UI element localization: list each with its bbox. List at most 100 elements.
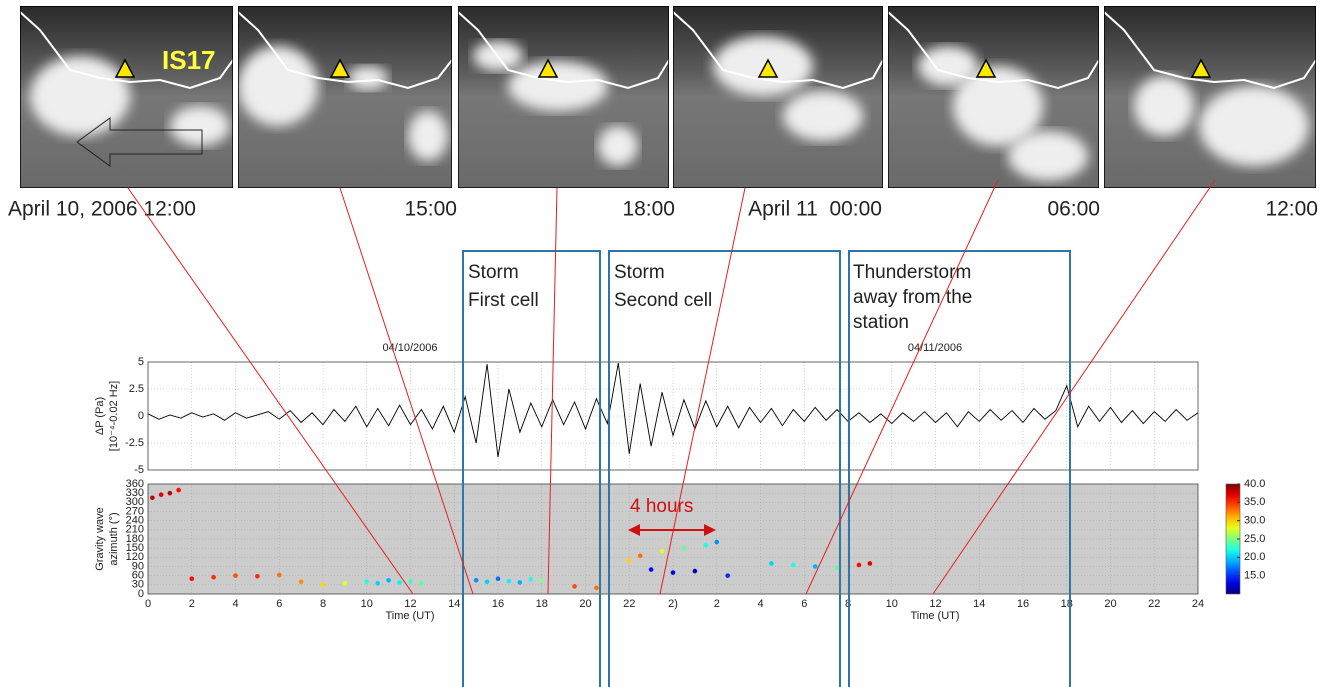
x-tick-label: 8: [320, 598, 326, 610]
y-tick-label: 120: [126, 551, 144, 563]
x-tick-label: 16: [492, 598, 504, 610]
y-tick-label: 180: [126, 533, 144, 545]
cloud: [408, 111, 448, 161]
annotation: Thunderstorm: [853, 262, 971, 283]
y-tick-label: 150: [126, 542, 144, 554]
cloud: [170, 106, 230, 146]
y-tick-label: -5: [134, 464, 144, 476]
point: [386, 577, 391, 583]
x-tick-label: 18: [1061, 598, 1073, 610]
cloud: [953, 66, 1043, 146]
y-tick-label: -2.5: [125, 437, 144, 449]
panel-label: 15:00: [404, 198, 457, 221]
cloud: [598, 126, 638, 166]
station-marker: [329, 58, 351, 78]
y-tick-label: 60: [132, 570, 144, 582]
point: [364, 579, 370, 585]
point: [791, 562, 796, 568]
point: [495, 576, 501, 582]
x-tick-label: 18: [536, 598, 548, 610]
point: [150, 495, 155, 501]
point: [681, 545, 687, 551]
point: [659, 548, 665, 554]
station-marker: [757, 58, 779, 78]
point: [506, 578, 512, 584]
point: [812, 564, 818, 569]
cloud: [238, 46, 318, 126]
annotation: away from the: [853, 287, 972, 308]
point: [298, 579, 304, 585]
colorbar-label: 30.0: [1244, 515, 1265, 527]
point: [167, 490, 173, 496]
cloud: [1134, 76, 1194, 136]
coastline: [458, 11, 669, 90]
panel-label: April 10, 2006 12:00: [8, 198, 196, 221]
x-tick-label: 20: [1104, 598, 1116, 610]
y-axis-label: ΔP (Pa): [94, 397, 106, 435]
satellite-image: [238, 6, 452, 188]
x-axis-label: Time (UT): [385, 610, 434, 622]
annotation: station: [853, 312, 909, 333]
date-label: 04/10/2006: [382, 342, 437, 354]
x-tick-label: 14: [448, 598, 460, 610]
x-tick-label: 2: [189, 598, 195, 610]
coastline: [238, 11, 452, 90]
y-tick-label: 210: [126, 524, 144, 536]
y-tick-label: 300: [126, 496, 144, 508]
x-tick-label: 0: [145, 598, 151, 610]
duration-label: 4 hours: [630, 496, 693, 517]
satellite-image: [1104, 6, 1316, 188]
point: [375, 581, 380, 586]
panel-label: 06:00: [1047, 198, 1100, 221]
colorbar-label: 40.0: [1244, 478, 1265, 490]
station-marker: [537, 58, 559, 78]
plots: -5 -2.5 0 2.5 5 ΔP (Pa) [10⁻⁴-0.02 Hz] 04/10/20…: [94, 342, 1266, 622]
y-tick-label: 330: [126, 487, 144, 499]
panel-label: 12:00: [1265, 198, 1318, 221]
y-tick-label: 270: [126, 505, 144, 517]
colorbar-label: 15.0: [1244, 570, 1265, 582]
duration-arrow: [628, 524, 716, 536]
x-tick-label: 12: [404, 598, 416, 610]
coastline: [1104, 11, 1316, 90]
storm-boxes: [462, 250, 1071, 687]
annotation: Storm: [468, 262, 519, 283]
coastline: [20, 11, 233, 90]
y-tick-label: 0: [138, 410, 144, 422]
x-tick-label: 4: [232, 598, 238, 610]
y-axis-label: azimuth (°): [108, 512, 120, 565]
point: [233, 573, 238, 578]
station-marker: [1190, 58, 1212, 78]
point: [408, 578, 413, 584]
point: [189, 576, 195, 582]
x-tick-label: 20: [579, 598, 591, 610]
x-tick-label: 10: [361, 598, 373, 610]
point: [692, 568, 698, 574]
x-tick-label: 10: [886, 598, 898, 610]
annotation: First cell: [468, 290, 539, 311]
plot-frame: [147, 483, 1199, 595]
y-axis-label: [10⁻⁴-0.02 Hz]: [108, 381, 120, 451]
y-axis-label: Gravity wave: [94, 507, 106, 571]
point: [342, 581, 348, 586]
point: [834, 565, 840, 571]
x-axis-label: Time (UT): [910, 610, 959, 622]
y-tick-label: 240: [126, 515, 144, 527]
x-tick-label: 22: [623, 598, 635, 610]
date-label: 04/11/2006: [908, 342, 962, 354]
satellite-image: [20, 6, 233, 188]
satellite-image: [458, 6, 669, 188]
cloud: [30, 56, 130, 136]
connector-lines: [127, 179, 1216, 595]
point: [725, 573, 730, 578]
point: [419, 580, 424, 586]
point: [528, 577, 534, 582]
point: [572, 584, 577, 589]
annotation: Second cell: [614, 290, 712, 311]
x-tick-label: 16: [1017, 598, 1029, 610]
point: [473, 577, 479, 583]
coastline: [888, 11, 1099, 90]
point: [517, 580, 523, 585]
annotation: Storm: [614, 262, 665, 283]
